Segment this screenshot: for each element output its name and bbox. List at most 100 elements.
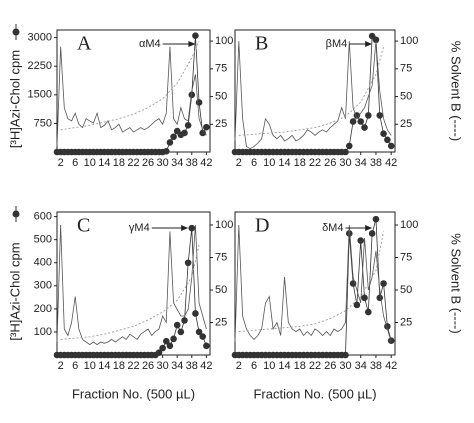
x-tick-label: 2 — [58, 157, 64, 169]
cpm-dot — [376, 294, 384, 302]
y2-tick-label: 100 — [400, 35, 418, 47]
cpm-dot — [349, 118, 357, 125]
cpm-dot — [384, 136, 391, 144]
y2-axis-label: % Solvent B (----) — [449, 41, 464, 141]
x-tick-label: 14 — [278, 157, 290, 169]
cpm-dot — [173, 321, 181, 329]
x-tick-label: 10 — [84, 157, 96, 169]
x-tick-label: 10 — [263, 157, 275, 169]
annotation: βM4 — [326, 38, 348, 50]
cpm-dot — [387, 142, 395, 150]
x-tick-label: 6 — [72, 360, 78, 372]
x-tick-label: 10 — [84, 360, 96, 372]
cpm-dot — [365, 308, 372, 316]
x-tick-label: 26 — [142, 157, 154, 169]
x-tick-label: 14 — [98, 157, 110, 169]
cpm-dot — [188, 224, 196, 232]
y2-tick-label: 25 — [215, 316, 227, 328]
y2-tick-label: 25 — [400, 316, 412, 328]
cpm-dot — [342, 148, 349, 156]
cpm-dot — [380, 280, 387, 287]
y2-tick-label: 50 — [400, 90, 412, 102]
annotation: αM4 — [139, 38, 161, 50]
y2-tick-label: 50 — [215, 90, 227, 102]
cpm-dot — [162, 337, 170, 345]
solvent-gradient — [60, 244, 200, 340]
x-tick-label: 18 — [113, 157, 125, 169]
y-tick-label: 100 — [34, 326, 52, 338]
x-tick-label: 18 — [113, 360, 125, 372]
cpm-dot — [361, 124, 368, 131]
x-tick-label: 30 — [339, 157, 351, 169]
solvent-gradient — [60, 40, 200, 131]
cpm-dot — [192, 310, 199, 317]
cpm-dot — [192, 32, 199, 40]
panel-label: B — [255, 33, 268, 55]
cpm-dot — [166, 342, 174, 350]
cpm-dot — [357, 118, 365, 125]
solvent-gradient — [238, 46, 385, 136]
y-tick-label: 200 — [34, 303, 52, 315]
absorbance-trace — [234, 41, 392, 150]
cpm-dot — [353, 301, 361, 309]
y2-tick-label: 100 — [215, 219, 233, 231]
y-tick-label: 500 — [34, 234, 52, 246]
cpm-dot — [372, 215, 380, 223]
cpm-dot — [203, 123, 210, 131]
cpm-dot — [181, 317, 188, 324]
y2-tick-label: 25 — [400, 118, 412, 130]
y2-tick-label: 100 — [400, 219, 418, 231]
cpm-dot — [199, 129, 207, 137]
y2-tick-label: 25 — [215, 118, 227, 130]
cpm-dot — [380, 130, 387, 137]
x-tick-label: 22 — [127, 157, 139, 169]
x-tick-label: 38 — [186, 360, 198, 372]
cpm-dot — [195, 99, 203, 106]
x-tick-label: 6 — [251, 360, 257, 372]
x-tick-label: 34 — [171, 157, 183, 169]
x-tick-label: 34 — [355, 360, 367, 372]
solvent-gradient — [238, 231, 385, 333]
y-tick-label: 600 — [34, 211, 52, 223]
cpm-dot — [166, 139, 174, 146]
cpm-dot — [376, 112, 384, 119]
x-tick-label: 14 — [98, 360, 110, 372]
cpm-dot — [368, 230, 376, 237]
x-tick-label: 42 — [385, 157, 397, 169]
cpm-dot — [170, 133, 177, 141]
y-axis-label: [³H]Azi-Chol cpm — [7, 50, 22, 148]
y-axis-label: [³H]Azi-Chol cpm — [7, 242, 22, 340]
arrow-head — [188, 41, 196, 47]
x-tick-label: 18 — [294, 360, 306, 372]
x-tick-label: 42 — [385, 360, 397, 372]
x-tick-label: 18 — [294, 157, 306, 169]
x-tick-label: 6 — [72, 157, 78, 169]
cpm-dot — [345, 142, 353, 150]
arrow-head — [365, 41, 373, 47]
x-tick-label: 22 — [309, 157, 321, 169]
x-tick-label: 34 — [171, 360, 183, 372]
y-tick-label: 1500 — [28, 89, 52, 101]
cpm-dot — [159, 344, 166, 352]
y2-tick-label: 50 — [400, 284, 412, 296]
cpm-dot — [365, 112, 372, 119]
absorbance-trace — [56, 46, 207, 147]
x-tick-label: 30 — [339, 360, 351, 372]
y2-tick-label: 75 — [400, 63, 412, 75]
x-tick-label: 22 — [309, 360, 321, 372]
x-tick-label: 14 — [278, 360, 290, 372]
cpm-dot — [361, 294, 368, 302]
cpm-dot — [170, 335, 177, 343]
x-tick-label: 30 — [157, 360, 169, 372]
x-tick-label: 2 — [236, 157, 242, 169]
y-tick-label: 2250 — [28, 60, 52, 72]
panel-label: D — [255, 215, 269, 237]
cpm-dot — [184, 122, 192, 129]
x-tick-label: 42 — [200, 157, 212, 169]
x-tick-label: 34 — [355, 157, 367, 169]
y2-tick-label: 75 — [400, 251, 412, 263]
panel-label: A — [77, 33, 92, 55]
y2-tick-label: 100 — [215, 35, 233, 47]
cpm-dot — [357, 237, 365, 244]
cpm-dot — [199, 333, 207, 340]
